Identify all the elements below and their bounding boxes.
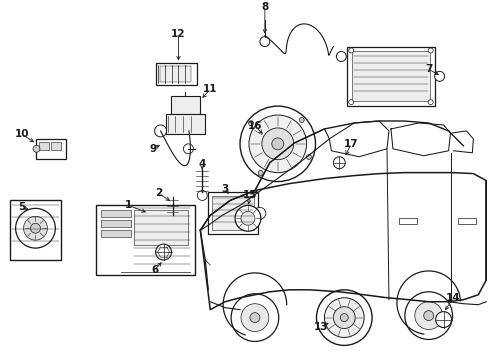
Text: 9: 9	[149, 144, 156, 154]
Text: 17: 17	[343, 139, 358, 149]
Circle shape	[33, 145, 40, 152]
Circle shape	[414, 302, 442, 329]
Circle shape	[30, 223, 41, 233]
Text: 7: 7	[424, 64, 431, 75]
Circle shape	[427, 48, 432, 53]
Bar	[398, 218, 416, 224]
Bar	[101, 210, 131, 217]
Circle shape	[262, 128, 293, 160]
Text: 8: 8	[261, 2, 268, 12]
Bar	[134, 210, 188, 245]
Bar	[10, 201, 61, 260]
Circle shape	[435, 312, 450, 328]
Circle shape	[340, 314, 347, 321]
Bar	[101, 220, 131, 227]
Circle shape	[241, 211, 254, 225]
Circle shape	[333, 307, 354, 329]
Circle shape	[333, 157, 345, 168]
Text: 13: 13	[314, 321, 328, 332]
Circle shape	[240, 106, 315, 181]
Bar	[212, 197, 253, 230]
Text: 11: 11	[203, 84, 217, 94]
Circle shape	[16, 208, 55, 248]
Text: 15: 15	[242, 190, 257, 201]
Circle shape	[427, 100, 432, 105]
Bar	[351, 51, 429, 101]
Polygon shape	[254, 129, 329, 193]
Circle shape	[154, 125, 166, 137]
Text: 1: 1	[125, 201, 132, 210]
Bar	[170, 96, 200, 114]
Circle shape	[336, 51, 346, 62]
Circle shape	[235, 206, 261, 231]
Circle shape	[316, 290, 371, 345]
Text: 14: 14	[445, 293, 460, 303]
Text: 3: 3	[221, 184, 228, 194]
Circle shape	[167, 213, 177, 223]
Text: 16: 16	[247, 121, 262, 131]
Bar	[37, 139, 66, 159]
Circle shape	[231, 294, 278, 341]
Circle shape	[306, 154, 311, 159]
Bar	[40, 142, 49, 150]
Circle shape	[434, 71, 444, 81]
Bar	[51, 142, 61, 150]
Circle shape	[253, 207, 265, 219]
Bar	[165, 114, 205, 134]
Text: 2: 2	[155, 189, 162, 198]
Bar	[155, 63, 197, 85]
Circle shape	[197, 190, 207, 201]
Bar	[208, 193, 257, 234]
Circle shape	[155, 244, 171, 260]
Circle shape	[249, 312, 259, 323]
Circle shape	[248, 121, 253, 126]
Circle shape	[248, 115, 306, 173]
Text: 6: 6	[151, 265, 158, 275]
Circle shape	[299, 117, 304, 122]
Text: 10: 10	[14, 129, 29, 139]
Bar	[101, 230, 131, 237]
Circle shape	[348, 48, 353, 53]
Circle shape	[258, 171, 263, 175]
Text: 4: 4	[198, 159, 205, 169]
Bar	[96, 206, 195, 275]
Circle shape	[324, 298, 364, 337]
Circle shape	[241, 304, 268, 332]
Bar	[458, 218, 475, 224]
Bar	[346, 46, 434, 106]
Circle shape	[271, 138, 283, 150]
Circle shape	[404, 292, 451, 339]
Text: 12: 12	[171, 28, 185, 39]
Circle shape	[23, 216, 47, 240]
Circle shape	[259, 37, 269, 46]
Circle shape	[183, 144, 193, 154]
Circle shape	[348, 100, 353, 105]
Bar	[159, 66, 191, 82]
Circle shape	[423, 311, 433, 321]
Text: 5: 5	[18, 202, 25, 212]
